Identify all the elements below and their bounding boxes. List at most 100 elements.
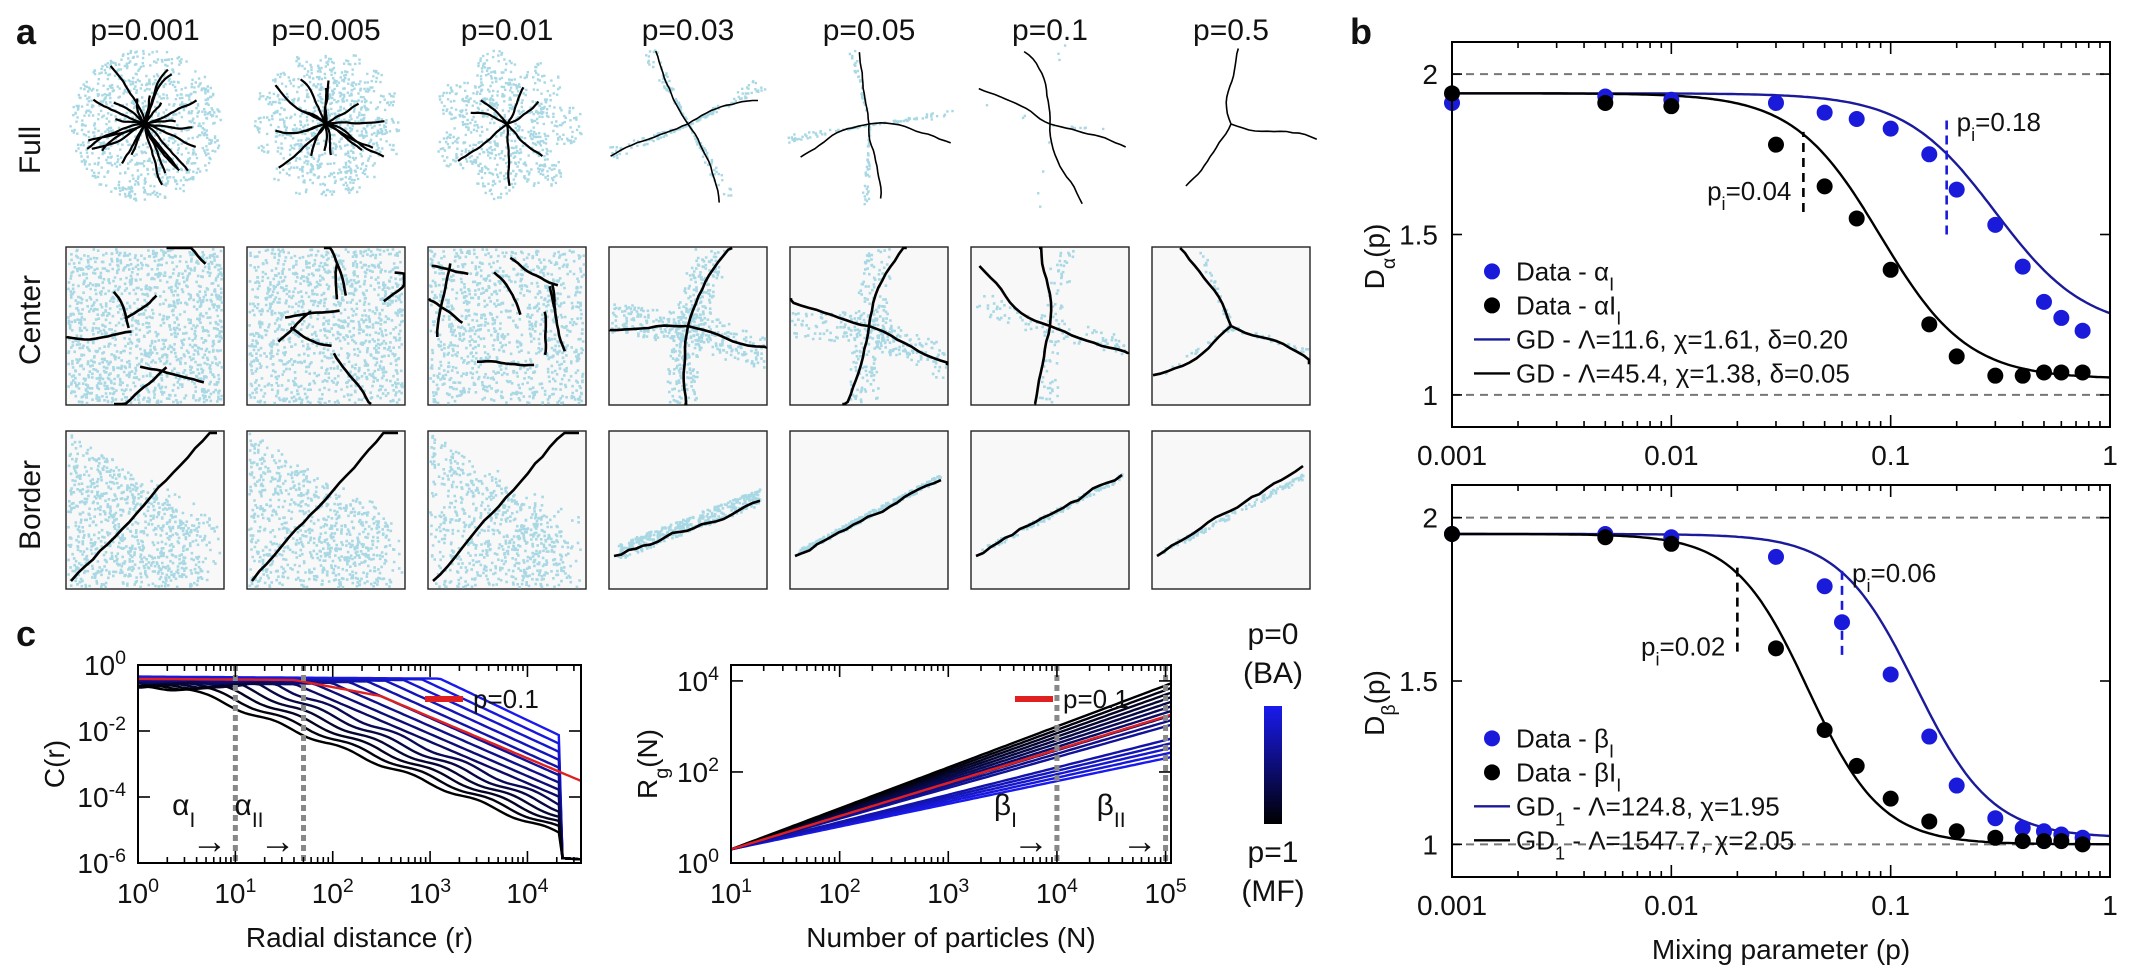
x-tick-label: 103 (409, 875, 451, 909)
data-point (1921, 316, 1938, 333)
y-tick-label: 2 (1422, 59, 1438, 90)
fit-line (1452, 92, 2110, 379)
scale-marker-label: αII (235, 789, 264, 832)
backbone-branches (800, 52, 951, 199)
colorbar-top-label: p=0 (1248, 618, 1299, 651)
curve (731, 737, 1171, 851)
data-point (2074, 836, 2091, 853)
aggregate-full (69, 49, 222, 202)
zoom-box (65, 430, 225, 590)
column-label: p=0.05 (823, 14, 916, 47)
data-point (1767, 94, 1784, 111)
x-tick-label: 102 (819, 875, 861, 909)
row-label: Border (14, 460, 47, 550)
data-point (1663, 98, 1680, 115)
y-tick-label: 10-2 (77, 713, 126, 747)
backbone-branches (1156, 464, 1304, 558)
column-label: p=0.03 (642, 14, 735, 47)
y-tick-label: 100 (677, 845, 719, 879)
aggregate-center (246, 246, 406, 406)
x-tick-label: 102 (312, 875, 354, 909)
scale-marker-label: αI (172, 789, 195, 832)
chart-b-bottom: 1 1.5 2 0.001 0.01 0.1 1 Dβ(p) Mixing parameter … (1359, 484, 2118, 965)
data-point (1767, 136, 1784, 153)
colorbar-bottom-sub: (MF) (1241, 875, 1304, 908)
backbone-branches (250, 431, 398, 582)
data-point (1882, 261, 1899, 278)
cluster-particles (248, 432, 404, 589)
curve (138, 683, 581, 861)
arrow-glyph: → (1013, 820, 1049, 861)
plot-frame (730, 664, 1172, 864)
data-point (1987, 829, 2004, 846)
y-tick-label: 10-4 (77, 779, 126, 813)
pi-marker-label: pi=0.06 (1852, 558, 1936, 596)
backbone-branches (789, 246, 949, 406)
x-axis-label: Mixing parameter (p) (1652, 934, 1910, 965)
aggregate-full (253, 54, 401, 197)
x-tick-label: 105 (1145, 875, 1187, 909)
data-point (2014, 820, 2031, 836)
colorbar-gradient (1264, 706, 1282, 824)
chart-c-right: 101 102 103 104 105 100 102 104 Number of partic… (632, 663, 1187, 953)
column-label: p=0.5 (1193, 14, 1269, 47)
y-axis-label: Rg(N) (632, 729, 673, 799)
aggregate-full (1185, 48, 1318, 187)
cluster-particles (787, 49, 954, 206)
data-point (1948, 777, 1965, 794)
cluster-particles (1161, 473, 1305, 555)
aggregate-full (437, 49, 583, 201)
data-point (2053, 364, 2070, 381)
x-tick-label: 0.01 (1644, 890, 1699, 921)
plot-frame (137, 664, 582, 864)
backbone-branches (86, 65, 198, 186)
zoom-box (789, 430, 949, 590)
data-point (1767, 640, 1784, 657)
cluster-particles (617, 488, 762, 559)
data-point (2035, 293, 2052, 310)
data-point (1767, 548, 1784, 565)
curve (138, 681, 581, 861)
backbone-branches (794, 478, 942, 558)
aggregate-center (65, 246, 225, 406)
backbone-branches (978, 246, 1130, 406)
aggregate-full (787, 49, 954, 206)
aggregate-border (427, 430, 587, 590)
backbone-branches (608, 246, 768, 406)
curve (731, 682, 1171, 851)
backbone-branches (457, 86, 544, 186)
colorbar: p=0 (BA) p=1 (MF) (1241, 618, 1304, 908)
highlight-curve (731, 713, 1171, 851)
data-point (1882, 790, 1899, 807)
zoom-box (970, 430, 1130, 590)
data-point (2074, 322, 2091, 339)
data-point (2014, 833, 2031, 850)
y-tick-label: 102 (677, 754, 719, 788)
legend-label: GD - Λ=45.4, χ=1.38, δ=0.05 (1516, 358, 1850, 388)
data-point (2053, 309, 2070, 326)
arrow-glyph: → (1122, 820, 1158, 861)
colorbar-top-sub: (BA) (1243, 657, 1303, 690)
y-tick-label: 1 (1422, 380, 1438, 411)
data-point (1848, 210, 1865, 227)
row-label: Full (14, 126, 47, 174)
y-tick-label: 1.5 (1399, 220, 1438, 251)
aggregate-border (970, 430, 1130, 590)
x-tick-label: 0.001 (1417, 890, 1487, 921)
backbone-branches (1152, 247, 1311, 377)
aggregate-border (246, 430, 406, 590)
legend-label: Data - αII (1516, 290, 1621, 328)
pi-marker-label: pi=0.02 (1641, 632, 1725, 670)
column-label: p=0.001 (90, 14, 199, 47)
legend-label: p=0.1 (1063, 684, 1129, 714)
aggregate-border (789, 430, 949, 590)
aggregate-center (970, 246, 1130, 406)
data-point (1816, 722, 1833, 738)
data-point (1948, 823, 1965, 840)
legend-label: Data - αI (1516, 256, 1614, 294)
aggregate-center (1151, 246, 1311, 406)
cluster-particles (69, 49, 222, 202)
data-point (2014, 367, 2031, 384)
aggregate-border (1151, 430, 1311, 590)
fit-curves (1452, 92, 2110, 379)
